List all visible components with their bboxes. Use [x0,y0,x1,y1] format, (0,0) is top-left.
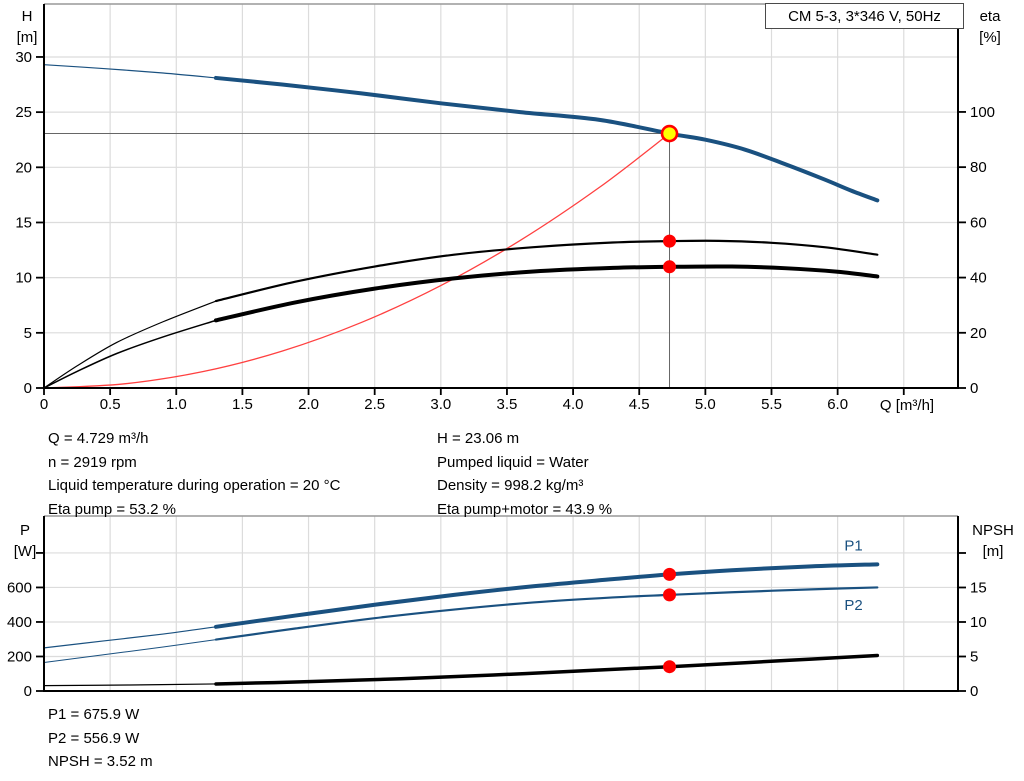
p1-curve-lowflow [43,626,217,649]
p2-curve-lowflow [43,639,217,664]
right-tick-label: 10 [970,614,987,631]
left-tick-label: 25 [15,104,32,121]
x-tick-label: 4.5 [629,396,650,413]
left-tick-label: 200 [7,648,32,665]
p1-curve-label: P1 [844,537,862,554]
left-tick-label: 5 [24,325,32,342]
eta-pump-motor-curve-lowflow [43,319,217,389]
p2-curve-label: P2 [844,597,862,614]
right-tick-label: 60 [970,214,987,231]
head-curve [213,75,880,203]
readout-speed: n = 2919 rpm [48,453,137,471]
readout-eta-pump-motor: Eta pump+motor = 43.9 % [437,501,613,519]
x-tick-label: 0 [40,396,48,413]
readout-pumped-liquid: Pumped liquid = Water [437,453,589,471]
eta-axis-label: eta [%] [979,8,1001,46]
qh-chart: 0 0.5 1.0 1.5 2.0 2.5 3.0 3.5 4.0 4.5 5.0 5.5 6.0 0 5 1… [15,3,995,413]
duty-readout-left: Q = 4.729 m³/h n = 2919 rpm Liquid tempe… [48,427,340,522]
x-tick-label: 4.0 [563,396,584,413]
duty-readout-bottom: P1 = 675.9 W P2 = 556.9 W NPSH = 3.52 m [48,703,153,774]
left-tick-label: 0 [24,380,32,397]
x-tick-label: 5.0 [695,396,716,413]
pump-type-box: CM 5-3, 3*346 V, 50Hz [765,3,964,29]
eta-pump-motor-point [663,260,677,274]
x-tick-label: 1.5 [232,396,253,413]
right-tick-label: 0 [970,380,978,397]
npsh-curve [214,653,880,686]
right-tick-label: 20 [970,325,987,342]
npsh-point [663,660,677,674]
npsh-axis-label: NPSH [m] [972,522,1014,560]
p2-point [663,588,677,602]
left-tick-label: 30 [15,49,32,66]
head-curve-lowflow [43,64,217,79]
readout-density: Density = 998.2 kg/m³ [437,477,584,495]
left-tick-label: 0 [24,683,32,700]
x-tick-label: 6.0 [827,396,848,413]
p-axis-label: P [W] [13,522,37,560]
power-chart: P2 P1 0 200 400 600 0 5 10 15 [7,515,987,700]
left-tick-label: 600 [7,579,32,596]
system-curve [43,132,671,389]
right-tick-label: 15 [970,579,987,596]
left-tick-label: 10 [15,270,32,287]
left-tick-label: 400 [7,614,32,631]
readout-npsh: NPSH = 3.52 m [48,753,153,771]
right-tick-label: 40 [970,270,987,287]
duty-readout-right: H = 23.06 m Pumped liquid = Water Densit… [437,427,612,522]
readout-p1: P1 = 675.9 W [48,706,140,723]
eta-pump-curve [214,239,879,303]
right-tick-label: 80 [970,159,987,176]
x-tick-label: 0.5 [100,396,121,413]
eta-pump-curve-lowflow [43,300,217,389]
readout-p2: P2 = 556.9 W [48,729,140,747]
readout-liquid-temp: Liquid temperature during operation = 20… [48,477,341,495]
right-tick-label: 0 [970,683,978,700]
p1-point [663,567,677,581]
p2-curve [214,586,879,641]
left-tick-label: 20 [15,159,32,176]
npsh-curve-lowflow [43,683,217,687]
x-tick-label: 5.5 [761,396,782,413]
q-axis-label: Q [m³/h] [879,397,935,414]
eta-pump-point [663,234,677,248]
readout-q: Q = 4.729 m³/h [48,430,149,447]
duty-point[interactable] [660,124,679,143]
left-tick-label: 15 [15,214,32,231]
right-tick-label: 5 [970,648,978,665]
x-tick-label: 2.0 [298,396,319,413]
p1-curve [213,562,880,629]
x-tick-label: 1.0 [166,396,187,413]
pump-type-label: CM 5-3, 3*346 V, 50Hz [788,7,941,25]
eta-pump-motor-curve [213,264,880,323]
x-tick-label: 3.5 [497,396,518,413]
h-axis-label: H [m] [16,8,38,46]
x-tick-label: 2.5 [364,396,385,413]
readout-h: H = 23.06 m [437,430,520,447]
readout-eta-pump: Eta pump = 53.2 % [48,501,176,519]
right-tick-label: 100 [970,104,995,121]
x-tick-label: 3.0 [430,396,451,413]
